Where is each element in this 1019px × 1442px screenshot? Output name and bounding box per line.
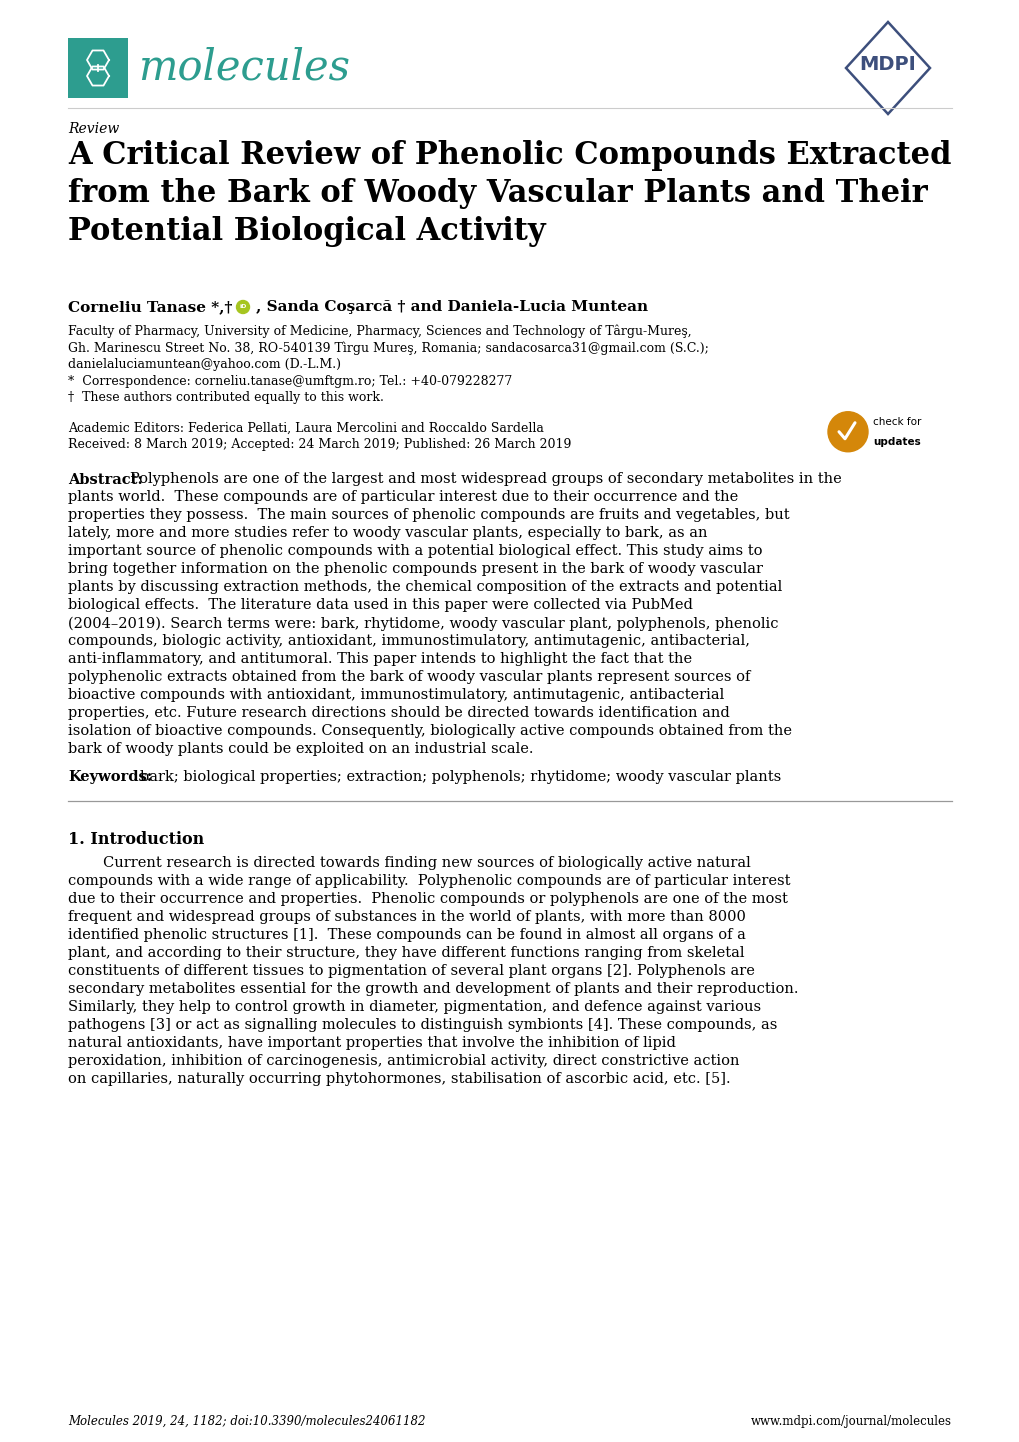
- FancyBboxPatch shape: [68, 37, 127, 98]
- Text: secondary metabolites essential for the growth and development of plants and the: secondary metabolites essential for the …: [68, 982, 798, 996]
- Circle shape: [236, 300, 250, 313]
- Text: bark of woody plants could be exploited on an industrial scale.: bark of woody plants could be exploited …: [68, 743, 533, 757]
- Text: , Sanda Coşarcă † and Daniela-Lucia Muntean: , Sanda Coşarcă † and Daniela-Lucia Munt…: [256, 300, 647, 314]
- Text: A Critical Review of Phenolic Compounds Extracted
from the Bark of Woody Vascula: A Critical Review of Phenolic Compounds …: [68, 140, 951, 248]
- Text: iD: iD: [239, 304, 247, 310]
- Text: †  These authors contributed equally to this work.: † These authors contributed equally to t…: [68, 391, 383, 404]
- Text: plant, and according to their structure, they have different functions ranging f: plant, and according to their structure,…: [68, 946, 744, 960]
- Circle shape: [827, 412, 867, 451]
- Text: important source of phenolic compounds with a potential biological effect. This : important source of phenolic compounds w…: [68, 545, 762, 558]
- Text: danielaluciamuntean@yahoo.com (D.-L.M.): danielaluciamuntean@yahoo.com (D.-L.M.): [68, 358, 340, 371]
- Text: due to their occurrence and properties.  Phenolic compounds or polyphenols are o: due to their occurrence and properties. …: [68, 893, 787, 907]
- Text: (2004–2019). Search terms were: bark, rhytidome, woody vascular plant, polypheno: (2004–2019). Search terms were: bark, rh…: [68, 617, 777, 632]
- Text: polyphenolic extracts obtained from the bark of woody vascular plants represent : polyphenolic extracts obtained from the …: [68, 671, 750, 685]
- Text: bark; biological properties; extraction; polyphenols; rhytidome; woody vascular : bark; biological properties; extraction;…: [140, 770, 781, 784]
- Polygon shape: [845, 22, 929, 114]
- Text: *  Correspondence: corneliu.tanase@umftgm.ro; Tel.: +40-079228277: * Correspondence: corneliu.tanase@umftgm…: [68, 375, 512, 388]
- Text: anti-inflammatory, and antitumoral. This paper intends to highlight the fact tha: anti-inflammatory, and antitumoral. This…: [68, 652, 692, 666]
- Text: www.mdpi.com/journal/molecules: www.mdpi.com/journal/molecules: [750, 1415, 951, 1428]
- Text: compounds with a wide range of applicability.  Polyphenolic compounds are of par: compounds with a wide range of applicabi…: [68, 874, 790, 888]
- Text: bring together information on the phenolic compounds present in the bark of wood: bring together information on the phenol…: [68, 562, 762, 577]
- Text: isolation of bioactive compounds. Consequently, biologically active compounds ob: isolation of bioactive compounds. Conseq…: [68, 724, 791, 738]
- Text: Abstract:: Abstract:: [68, 473, 143, 486]
- Text: properties, etc. Future research directions should be directed towards identific: properties, etc. Future research directi…: [68, 707, 729, 721]
- Text: updates: updates: [872, 437, 920, 447]
- Text: Current research is directed towards finding new sources of biologically active : Current research is directed towards fin…: [103, 857, 750, 871]
- Text: plants by discussing extraction methods, the chemical composition of the extract: plants by discussing extraction methods,…: [68, 581, 782, 594]
- Text: lately, more and more studies refer to woody vascular plants, especially to bark: lately, more and more studies refer to w…: [68, 526, 707, 541]
- Text: Review: Review: [68, 123, 119, 136]
- Text: biological effects.  The literature data used in this paper were collected via P: biological effects. The literature data …: [68, 598, 692, 613]
- Text: plants world.  These compounds are of particular interest due to their occurrenc: plants world. These compounds are of par…: [68, 490, 738, 505]
- Text: bioactive compounds with antioxidant, immunostimulatory, antimutagenic, antibact: bioactive compounds with antioxidant, im…: [68, 688, 723, 702]
- Text: natural antioxidants, have important properties that involve the inhibition of l: natural antioxidants, have important pro…: [68, 1037, 676, 1051]
- Text: on capillaries, naturally occurring phytohormones, stabilisation of ascorbic aci: on capillaries, naturally occurring phyt…: [68, 1073, 730, 1086]
- Text: Similarly, they help to control growth in diameter, pigmentation, and defence ag: Similarly, they help to control growth i…: [68, 1001, 760, 1015]
- Text: Received: 8 March 2019; Accepted: 24 March 2019; Published: 26 March 2019: Received: 8 March 2019; Accepted: 24 Mar…: [68, 438, 571, 451]
- Text: check for: check for: [872, 417, 920, 427]
- Text: Faculty of Pharmacy, University of Medicine, Pharmacy, Sciences and Technology o: Faculty of Pharmacy, University of Medic…: [68, 324, 691, 339]
- Text: properties they possess.  The main sources of phenolic compounds are fruits and : properties they possess. The main source…: [68, 509, 789, 522]
- Text: compounds, biologic activity, antioxidant, immunostimulatory, antimutagenic, ant: compounds, biologic activity, antioxidan…: [68, 634, 749, 649]
- Text: identified phenolic structures [1].  These compounds can be found in almost all : identified phenolic structures [1]. Thes…: [68, 929, 745, 943]
- Text: frequent and widespread groups of substances in the world of plants, with more t: frequent and widespread groups of substa…: [68, 910, 745, 924]
- Text: Gh. Marinescu Street No. 38, RO-540139 Tìrgu Mureş, Romania; sandacosarca31@gmai: Gh. Marinescu Street No. 38, RO-540139 T…: [68, 342, 708, 355]
- Text: Academic Editors: Federica Pellati, Laura Mercolini and Roccaldo Sardella: Academic Editors: Federica Pellati, Laur…: [68, 421, 543, 434]
- Text: Corneliu Tanase *,†: Corneliu Tanase *,†: [68, 300, 232, 314]
- Text: Polyphenols are one of the largest and most widespread groups of secondary metab: Polyphenols are one of the largest and m…: [129, 473, 841, 486]
- Text: constituents of different tissues to pigmentation of several plant organs [2]. P: constituents of different tissues to pig…: [68, 965, 754, 979]
- Text: molecules: molecules: [138, 48, 350, 89]
- Text: Molecules 2019, 24, 1182; doi:10.3390/molecules24061182: Molecules 2019, 24, 1182; doi:10.3390/mo…: [68, 1415, 425, 1428]
- Text: Keywords:: Keywords:: [68, 770, 152, 784]
- Text: pathogens [3] or act as signalling molecules to distinguish symbionts [4]. These: pathogens [3] or act as signalling molec…: [68, 1018, 776, 1032]
- Text: peroxidation, inhibition of carcinogenesis, antimicrobial activity, direct const: peroxidation, inhibition of carcinogenes…: [68, 1054, 739, 1069]
- Text: MDPI: MDPI: [859, 55, 915, 75]
- Text: 1. Introduction: 1. Introduction: [68, 831, 204, 848]
